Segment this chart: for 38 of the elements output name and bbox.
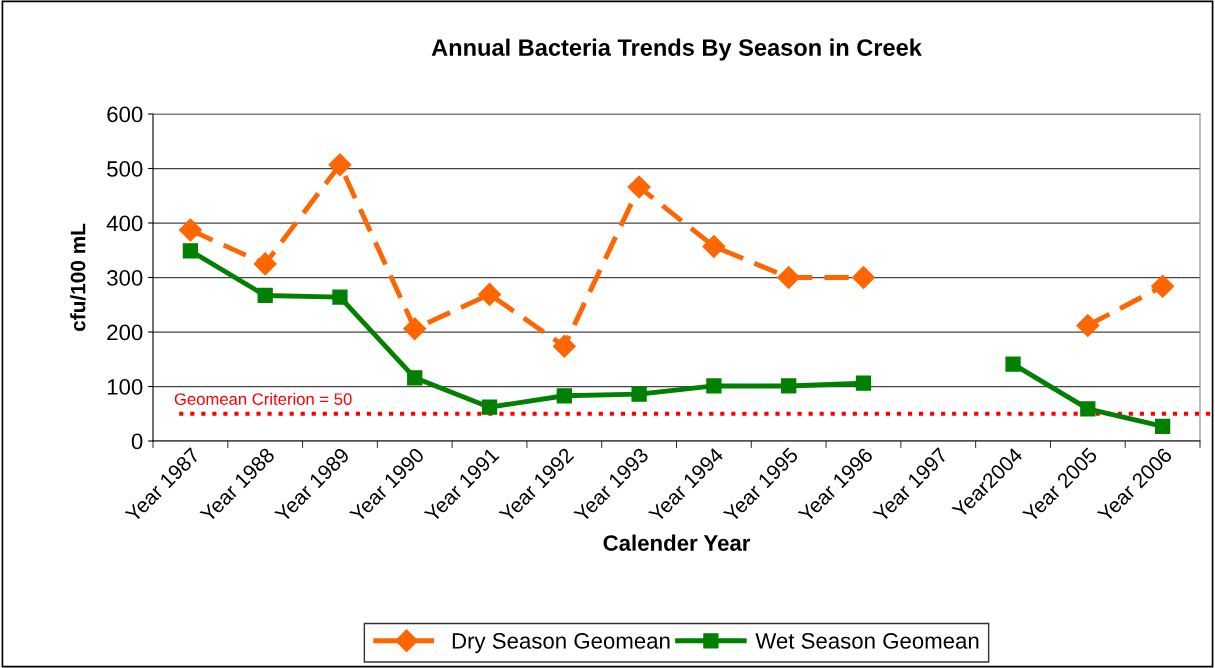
y-tick-label: 600 <box>107 106 143 123</box>
point <box>182 243 199 259</box>
point <box>403 317 427 341</box>
point <box>178 218 202 242</box>
point <box>478 282 502 306</box>
point <box>706 378 722 394</box>
point <box>855 375 872 391</box>
y-tick-label: 200 <box>107 324 143 341</box>
point <box>777 266 801 289</box>
point <box>1151 274 1175 298</box>
point <box>631 386 647 402</box>
y-axis-title: cfu/100 mL <box>70 223 86 332</box>
point <box>851 266 875 289</box>
legend-label: Wet Season Geomean <box>755 633 979 649</box>
point <box>257 287 273 304</box>
point <box>407 370 423 386</box>
point <box>1005 356 1021 372</box>
y-tick-label: 0 <box>131 433 143 450</box>
point <box>1154 418 1171 434</box>
y-tick-label: 400 <box>106 215 143 232</box>
point <box>253 252 277 276</box>
point <box>332 289 348 305</box>
y-tick-label: 100 <box>107 379 143 395</box>
point <box>627 175 651 199</box>
point <box>556 388 572 404</box>
y-tick-label: 500 <box>107 161 143 177</box>
point <box>702 234 726 258</box>
x-axis-title: Calender Year <box>603 534 751 551</box>
point <box>1080 401 1096 417</box>
point <box>481 399 498 415</box>
point <box>552 334 576 358</box>
y-tick-label: 300 <box>107 270 143 286</box>
point <box>781 378 797 394</box>
point <box>1076 313 1100 337</box>
point <box>328 153 352 177</box>
legend-label: Dry Season Geomean <box>452 633 670 654</box>
chart-title: Annual Bacteria Trends By Season in Creek <box>431 38 922 61</box>
ref-line-label: Geomean Criterion = 50 <box>174 392 352 406</box>
